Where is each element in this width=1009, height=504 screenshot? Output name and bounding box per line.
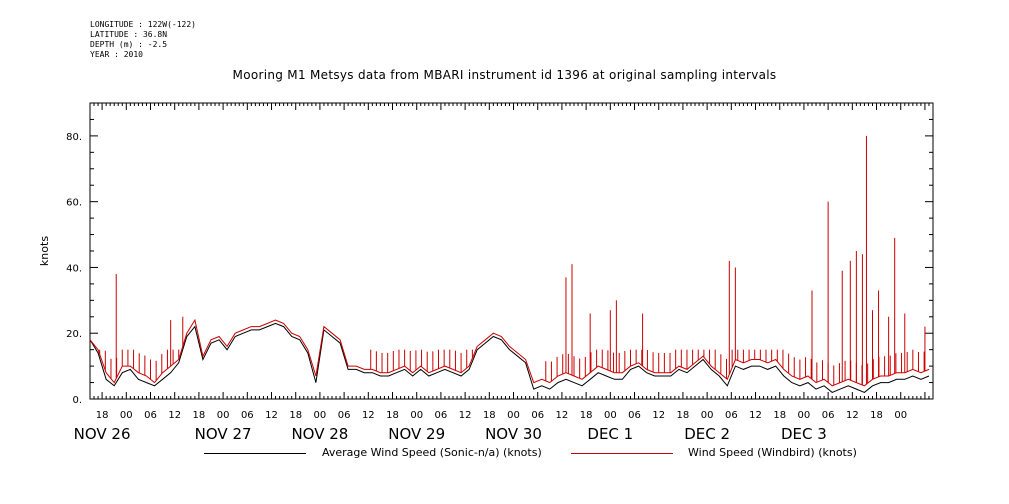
latitude-text: LATITUDE : 36.8N xyxy=(90,30,168,39)
x-tick-label: 00 xyxy=(604,410,617,421)
x-tick-label: 00 xyxy=(120,410,133,421)
longitude-text: LONGITUDE : 122W(-122) xyxy=(90,20,196,29)
x-tick-label: 12 xyxy=(556,410,569,421)
x-tick-label: 06 xyxy=(628,410,641,421)
y-tick-label: 0. xyxy=(72,395,82,406)
series-line-average-wind-speed xyxy=(89,322,930,393)
series-line-windbird xyxy=(89,318,930,387)
x-tick-label: 06 xyxy=(338,410,351,421)
y-axis-label: knots xyxy=(38,236,51,266)
y-tick-label: 20. xyxy=(66,329,82,340)
x-tick-label: 18 xyxy=(483,410,496,421)
x-tick-label: 18 xyxy=(193,410,206,421)
depth-text: DEPTH (m) : -2.5 xyxy=(90,40,168,49)
x-tick-label: 06 xyxy=(531,410,544,421)
x-tick-label: 18 xyxy=(289,410,302,421)
x-tick-label: 12 xyxy=(749,410,762,421)
x-tick-label: 00 xyxy=(507,410,520,421)
x-tick-label: 18 xyxy=(870,410,883,421)
day-label: NOV 28 xyxy=(291,425,348,443)
x-tick-label: 00 xyxy=(314,410,327,421)
x-tick-label: 00 xyxy=(410,410,423,421)
plot-frame xyxy=(89,102,934,400)
x-tick-label: 12 xyxy=(362,410,375,421)
x-tick-label: 12 xyxy=(846,410,859,421)
y-tick-label: 40. xyxy=(66,263,82,274)
x-tick-label: 06 xyxy=(435,410,448,421)
x-tick-label: 18 xyxy=(386,410,399,421)
x-tick-label: 12 xyxy=(168,410,181,421)
metadata-block: LONGITUDE : 122W(-122) LATITUDE : 36.8N … xyxy=(90,20,196,60)
x-tick-label: 12 xyxy=(652,410,665,421)
x-tick-label: 18 xyxy=(773,410,786,421)
legend-line-windbird xyxy=(571,453,673,454)
day-label: DEC 2 xyxy=(684,425,730,443)
day-label: DEC 3 xyxy=(781,425,827,443)
day-label: NOV 30 xyxy=(485,425,542,443)
x-tick-label: 18 xyxy=(96,410,109,421)
y-tick-label: 60. xyxy=(66,198,82,209)
x-tick-label: 06 xyxy=(822,410,835,421)
x-tick-label: 18 xyxy=(580,410,593,421)
x-tick-label: 00 xyxy=(894,410,907,421)
x-tick-label: 18 xyxy=(677,410,690,421)
legend-line-average xyxy=(204,453,306,454)
legend-label-windbird: Wind Speed (Windbird) (knots) xyxy=(688,446,857,459)
year-text: YEAR : 2010 xyxy=(90,50,143,59)
x-tick-label: 06 xyxy=(144,410,157,421)
x-tick-label: 12 xyxy=(265,410,278,421)
day-label: NOV 29 xyxy=(388,425,445,443)
day-label: DEC 1 xyxy=(587,425,633,443)
legend-label-average: Average Wind Speed (Sonic-n/a) (knots) xyxy=(322,446,542,459)
x-tick-label: 00 xyxy=(701,410,714,421)
x-tick-label: 00 xyxy=(798,410,811,421)
x-tick-label: 00 xyxy=(217,410,230,421)
chart-title: Mooring M1 Metsys data from MBARI instru… xyxy=(232,68,777,82)
x-tick-label: 12 xyxy=(459,410,472,421)
day-label: NOV 26 xyxy=(74,425,131,443)
x-tick-label: 06 xyxy=(725,410,738,421)
y-tick-label: 80. xyxy=(66,132,82,143)
day-label: NOV 27 xyxy=(195,425,252,443)
x-tick-label: 06 xyxy=(241,410,254,421)
